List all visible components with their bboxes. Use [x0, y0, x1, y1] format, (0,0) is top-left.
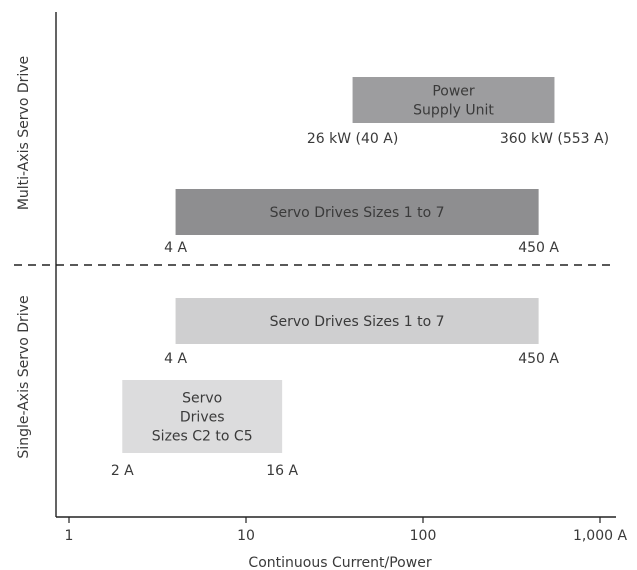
x-axis-title: Continuous Current/Power [248, 555, 431, 570]
x-tick-label-100: 100 [410, 528, 437, 544]
axes-layer [14, 12, 616, 523]
group-label-single-axis-servo-drive: Single-Axis Servo Drive [16, 295, 32, 458]
x-tick-label-10: 10 [237, 528, 255, 544]
bar-label-1-line-2: Supply Unit [413, 103, 494, 119]
bar-label-3-line-1: Servo Drives Sizes 1 to 7 [270, 314, 445, 330]
bars-layer [122, 77, 555, 453]
end-label-2: 450 A [518, 240, 559, 256]
bar-label-4-line-1: Servo [182, 391, 222, 407]
start-label-3: 4 A [164, 351, 187, 367]
range-bar-2 [175, 189, 539, 235]
bar-label-4-line-3: Sizes C2 to C5 [152, 429, 253, 445]
end-label-3: 450 A [518, 351, 559, 367]
range-bar-4 [122, 380, 283, 453]
range-bar-1 [352, 77, 555, 123]
start-label-2: 4 A [164, 240, 187, 256]
labels-layer: Power Supply Unit 26 kW (40 A) 360 kW (553 … [16, 56, 627, 570]
x-tick-label-1000: 1,000 A [573, 528, 628, 544]
start-label-4: 2 A [111, 463, 134, 479]
bar-label-2-line-1: Servo Drives Sizes 1 to 7 [270, 205, 445, 221]
x-tick-label-1: 1 [65, 528, 74, 544]
end-label-4: 16 A [266, 463, 298, 479]
group-label-multi-axis-servo-drive: Multi-Axis Servo Drive [16, 56, 32, 210]
bar-label-1-line-1: Power [432, 84, 475, 100]
end-label-1: 360 kW (553 A) [500, 131, 609, 147]
start-label-1: 26 kW (40 A) [307, 131, 398, 147]
range-bar-3 [175, 298, 539, 344]
bar-label-4-line-2: Drives [180, 410, 225, 426]
